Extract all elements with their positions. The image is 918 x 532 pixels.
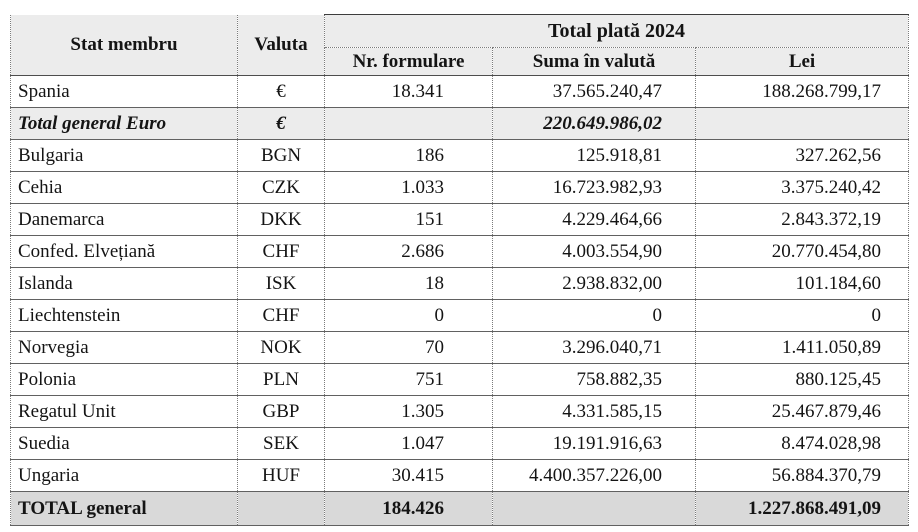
header-row-group: Stat membru Valuta Total plată 2024: [10, 14, 910, 76]
cell-lei: 2.843.372,19: [694, 203, 910, 236]
cell-lei: 1.411.050,89: [694, 331, 910, 364]
header-nr-formulare: Nr. formulare: [324, 47, 493, 76]
cell-nr-formulare: 18: [324, 267, 493, 300]
cell-suma-in-valuta: 125.918,81: [492, 139, 696, 172]
table-row: Spania €18.341 37.565.240,47 188.268.799,17: [10, 75, 910, 108]
cell-suma-in-valuta: 19.191.916,63: [492, 427, 696, 460]
cell-nr-formulare: 186: [324, 139, 493, 172]
cell-stat: Liechtenstein: [10, 299, 238, 332]
grand-total-row: TOTAL general 184.426 1.227.868.491,09: [10, 491, 910, 526]
header-row-sub: Nr. formulare Suma în valută Lei: [11, 47, 910, 76]
cell-valuta: HUF: [237, 459, 325, 492]
cell-valuta: €: [237, 75, 325, 108]
table-row: Regatul Unit GBP 1.305 4.331.585,15 25.467.8…: [10, 395, 910, 428]
cell-nr-formulare: 70: [324, 331, 493, 364]
euro-total-row: Total general Euro €220.649.986,02: [10, 107, 910, 140]
cell-lei: 20.770.454,80: [694, 235, 910, 268]
table-row: Islanda ISK 18 2.938.832,00 101.184,60: [10, 267, 910, 300]
cell-suma-in-valuta: 16.723.982,93: [492, 171, 696, 204]
cell-suma-in-valuta: 758.882,35: [492, 363, 696, 396]
cell-stat: Regatul Unit: [10, 395, 238, 428]
cell-nr-formulare: 2.686: [324, 235, 493, 268]
cell-valuta: CZK: [237, 171, 325, 204]
cell-stat: Confed. Elvețiană: [10, 235, 238, 268]
cell-lei: 56.884.370,79: [694, 459, 910, 492]
payments-table: Stat membru Valuta Total plată 2024 Nr. …: [10, 14, 910, 526]
cell-nr-formulare: [324, 107, 493, 140]
cell-valuta: ISK: [237, 267, 325, 300]
table-row: Norvegia NOK 70 3.296.040,71 1.411.050,89: [10, 331, 910, 364]
cell-suma-in-valuta: 4.400.357.226,00: [492, 459, 696, 492]
cell-stat: TOTAL general: [10, 491, 238, 526]
cell-stat: Spania: [10, 75, 238, 108]
table-row: Confed. Elvețiană CHF 2.686 4.003.554,90 20.…: [10, 235, 910, 268]
table-header: Stat membru Valuta Total plată 2024 Nr. …: [10, 14, 910, 76]
cell-lei: 188.268.799,17: [694, 75, 910, 108]
cell-valuta: GBP: [237, 395, 325, 428]
header-suma-in-valuta: Suma în valută: [492, 47, 696, 76]
cell-stat: Bulgaria: [10, 139, 238, 172]
cell-suma-in-valuta: 4.003.554,90: [492, 235, 696, 268]
cell-valuta: DKK: [237, 203, 325, 236]
cell-nr-formulare: 1.033: [324, 171, 493, 204]
cell-suma-in-valuta: [492, 491, 696, 526]
cell-valuta: CHF: [237, 235, 325, 268]
cell-valuta: SEK: [237, 427, 325, 460]
cell-lei: 0: [694, 299, 910, 332]
cell-stat: Polonia: [10, 363, 238, 396]
cell-suma-in-valuta: 4.229.464,66: [492, 203, 696, 236]
cell-lei: 8.474.028,98: [694, 427, 910, 460]
cell-valuta: CHF: [237, 299, 325, 332]
cell-stat: Danemarca: [10, 203, 238, 236]
cell-stat: Ungaria: [10, 459, 238, 492]
cell-stat: Suedia: [10, 427, 238, 460]
cell-suma-in-valuta: 2.938.832,00: [492, 267, 696, 300]
cell-valuta: BGN: [237, 139, 325, 172]
cell-nr-formulare: 184.426: [324, 491, 493, 526]
header-valuta: Valuta: [237, 14, 325, 76]
cell-lei: 1.227.868.491,09: [694, 491, 910, 526]
cell-lei: 3.375.240,42: [694, 171, 910, 204]
cell-lei: 101.184,60: [694, 267, 910, 300]
cell-nr-formulare: 751: [324, 363, 493, 396]
cell-nr-formulare: 1.047: [324, 427, 493, 460]
table-row: Liechtenstein CHF 0 0 0: [10, 299, 910, 332]
cell-stat: Islanda: [10, 267, 238, 300]
cell-valuta: PLN: [237, 363, 325, 396]
cell-lei: 327.262,56: [694, 139, 910, 172]
cell-stat: Total general Euro: [10, 107, 238, 140]
header-lei: Lei: [694, 47, 910, 76]
table-row: Cehia CZK 1.033 16.723.982,93 3.375.240,42: [10, 171, 910, 204]
cell-suma-in-valuta: 37.565.240,47: [492, 75, 696, 108]
cell-lei: [694, 107, 910, 140]
cell-valuta: €: [237, 107, 325, 140]
cell-lei: 25.467.879,46: [694, 395, 910, 428]
cell-suma-in-valuta: 3.296.040,71: [492, 331, 696, 364]
cell-stat: Norvegia: [10, 331, 238, 364]
header-total-plata-2024: Total plată 2024: [323, 14, 910, 48]
cell-valuta: NOK: [237, 331, 325, 364]
table-row: Bulgaria BGN 186 125.918,81 327.262,56: [10, 139, 910, 172]
table-row: Danemarca DKK 151 4.229.464,66 2.843.372,19: [10, 203, 910, 236]
table-row: Polonia PLN 751 758.882,35 880.125,45: [10, 363, 910, 396]
cell-suma-in-valuta: 220.649.986,02: [492, 107, 696, 140]
cell-valuta: [237, 491, 325, 526]
cell-nr-formulare: 30.415: [324, 459, 493, 492]
cell-lei: 880.125,45: [694, 363, 910, 396]
table-row: Ungaria HUF 30.415 4.400.357.226,00 56.884.3…: [10, 459, 910, 492]
cell-suma-in-valuta: 4.331.585,15: [492, 395, 696, 428]
cell-nr-formulare: 1.305: [324, 395, 493, 428]
table-row: Suedia SEK 1.047 19.191.916,63 8.474.028,98: [10, 427, 910, 460]
cell-nr-formulare: 18.341: [324, 75, 493, 108]
cell-nr-formulare: 151: [324, 203, 493, 236]
cell-stat: Cehia: [10, 171, 238, 204]
table-body: Spania €18.341 37.565.240,47 188.268.799,17…: [10, 75, 910, 526]
cell-nr-formulare: 0: [324, 299, 493, 332]
header-stat-membru: Stat membru: [10, 14, 238, 76]
cell-suma-in-valuta: 0: [492, 299, 696, 332]
